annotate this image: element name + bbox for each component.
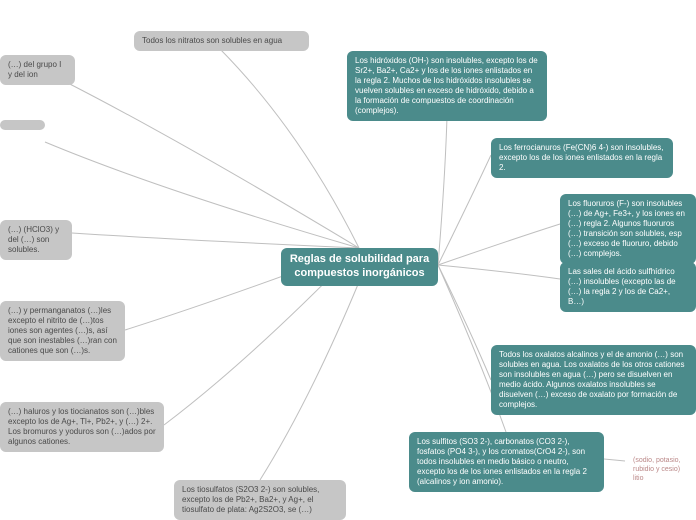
node-n4[interactable] [0,120,45,130]
center-node[interactable]: Reglas de solubilidad para compuestos in… [281,248,438,286]
node-n1[interactable]: Todos los nitratos son solubles en agua [134,31,309,51]
node-n10[interactable]: (…) haluros y los tiocianatos son (…)ble… [0,402,164,452]
node-n6[interactable]: Los fluoruros (F-) son insolubles (…) de… [560,194,696,264]
node-n14[interactable]: (sodio, potasio, rubidio y cesio) litio [625,452,696,488]
node-n12[interactable]: Los sulfitos (SO3 2-), carbonatos (CO3 2… [409,432,604,492]
node-n2[interactable]: Los hidróxidos (OH-) son insolubles, exc… [347,51,547,121]
node-n5[interactable]: Los ferrocianuros (Fe(CN)6 4-) son insol… [491,138,673,178]
node-n3[interactable]: (…) del grupo I y del ion [0,55,75,85]
node-n7[interactable]: Las sales del ácido sulfhídrico (…) inso… [560,262,696,312]
node-n13[interactable]: Los tiosulfatos (S2O3 2-) son solubles, … [174,480,346,520]
node-n8[interactable]: (…) (HClO3) y del (…) son solubles. [0,220,72,260]
node-n11[interactable]: Todos los oxalatos alcalinos y el de amo… [491,345,696,415]
node-n9[interactable]: (…) y permanganatos (…)les excepto el ni… [0,301,125,361]
